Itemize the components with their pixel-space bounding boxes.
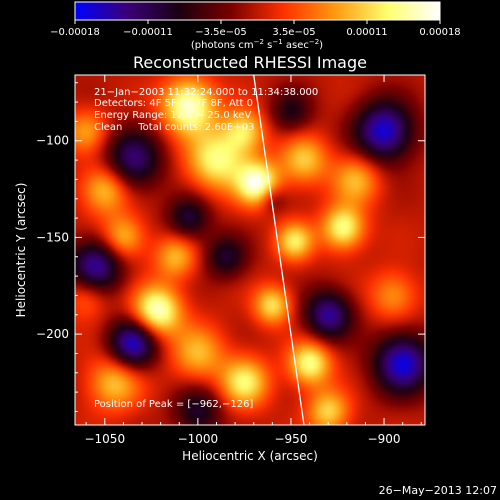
- colorbar-ticks: [74, 20, 441, 24]
- x-tick-label: −1050: [84, 432, 125, 446]
- colorbar-tick-label: −3.5e−05: [195, 27, 247, 38]
- colorbar-unit-label: (photons cm−2 s−1 asec−2): [191, 38, 323, 51]
- y-axis-label: Heliocentric Y (arcsec): [14, 183, 28, 318]
- solar-limb-line: [253, 75, 305, 425]
- y-tick-label: −200: [36, 327, 69, 341]
- y-tick-label: −100: [36, 134, 69, 148]
- chart-title: Reconstructed RHESSI Image: [133, 53, 367, 72]
- x-axis-ticks: −1050 −1000 −950 −900: [84, 75, 422, 446]
- x-tick-label: −950: [274, 432, 307, 446]
- annotation-time: 21−Jan−2003 11:32:24.000 to 11:34:38.000: [94, 87, 318, 98]
- y-tick-label: −150: [36, 230, 69, 244]
- colorbar-tick-label: 3.5e−05: [272, 27, 315, 38]
- x-axis-label: Heliocentric X (arcsec): [182, 449, 318, 463]
- colorbar-tick-label: −0.00011: [123, 27, 173, 38]
- annotation-energy: Energy Range: 12.0 − 25.0 keV: [94, 110, 251, 121]
- peak-position-label: Position of Peak = [−962,−126]: [94, 399, 253, 410]
- y-axis-ticks: −100 −150 −200: [36, 82, 425, 412]
- colorbar: [74, 1, 441, 21]
- colorbar-tick-labels: −0.00018 −0.00011 −3.5e−05 3.5e−05 0.00011 0.…: [50, 27, 461, 38]
- colorbar-tick-label: 0.00011: [346, 27, 387, 38]
- annotation-detectors: Detectors: 4F 5F 6F 7F 8F, Att 0: [94, 98, 253, 109]
- footer-timestamp: 26−May−2013 12:07: [379, 484, 497, 497]
- plot-frame: [74, 74, 426, 426]
- x-tick-label: −900: [368, 432, 401, 446]
- x-tick-label: −1000: [178, 432, 219, 446]
- colorbar-tick-label: 0.00018: [419, 27, 460, 38]
- annotation-counts: Clean Total counts: 2.60E+03: [94, 122, 254, 133]
- heatmap-image: [75, 75, 425, 425]
- colorbar-tick-label: −0.00018: [50, 27, 100, 38]
